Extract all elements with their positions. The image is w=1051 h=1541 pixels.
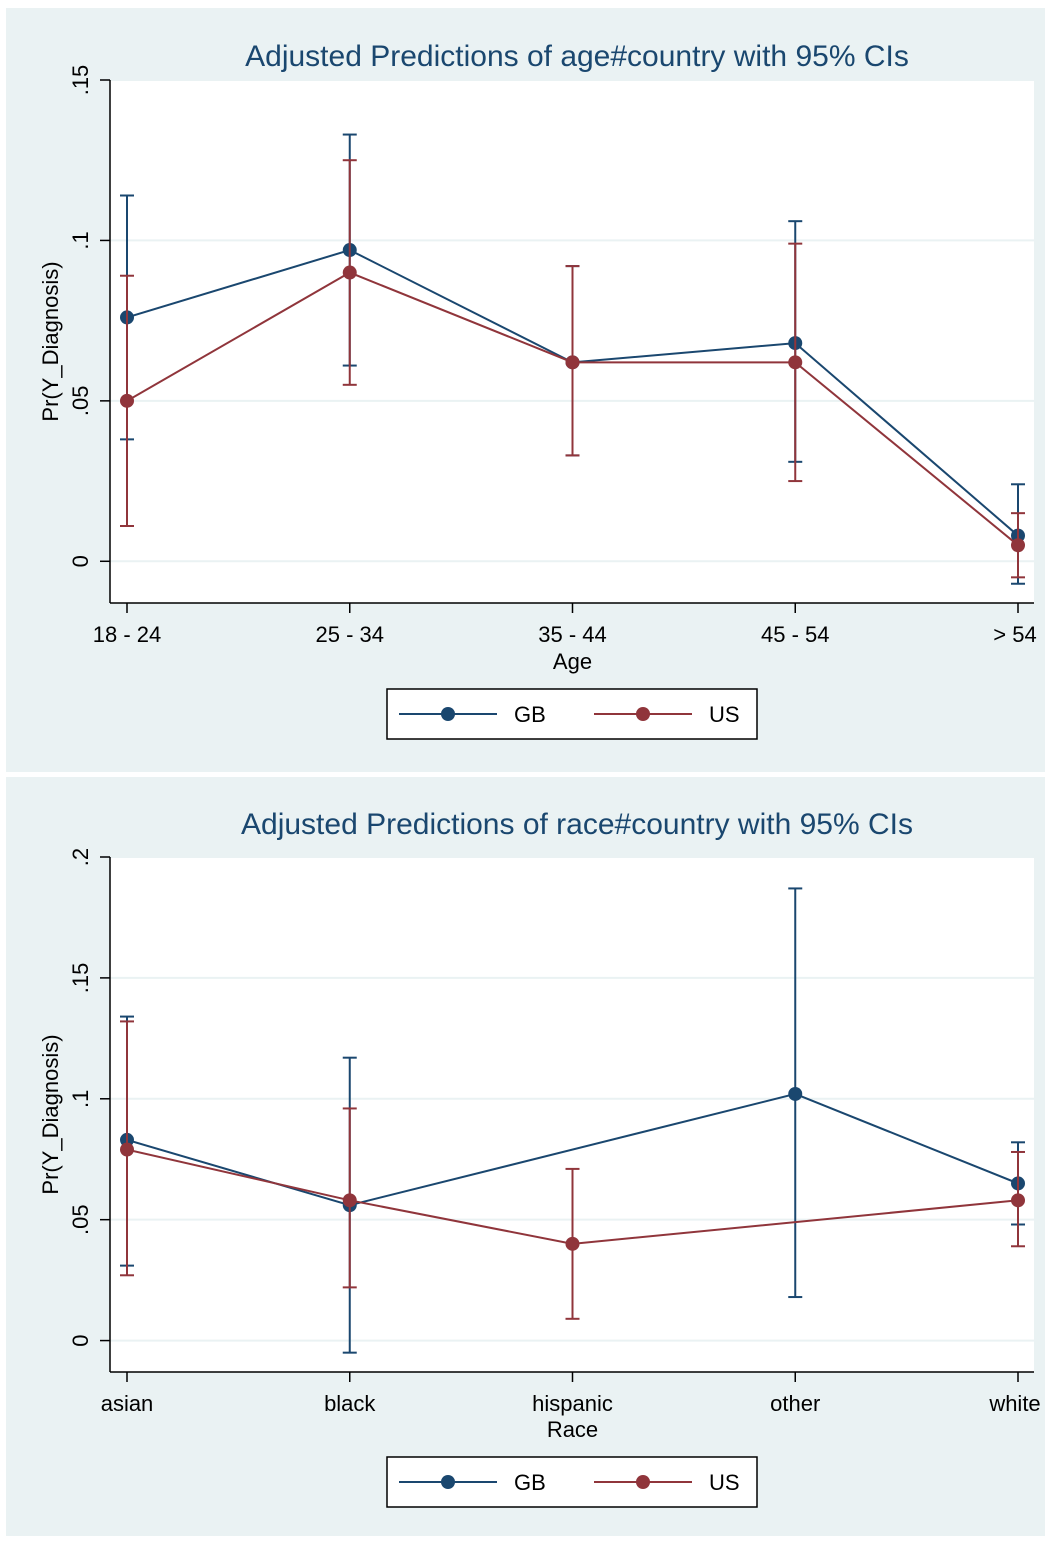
legend-label-GB: GB <box>514 702 546 727</box>
y-tick-label: .05 <box>68 386 93 417</box>
x-tick-label: hispanic <box>532 1391 613 1416</box>
chart-age-svg: Adjusted Predictions of age#country with… <box>38 40 1037 740</box>
x-tick-label: 35 - 44 <box>538 622 607 647</box>
data-point-US <box>342 1193 357 1208</box>
y-tick-label: 0 <box>68 1334 93 1346</box>
x-tick-label: 45 - 54 <box>761 622 830 647</box>
chart-race-svg: Adjusted Predictions of race#country wit… <box>38 808 1041 1508</box>
x-tick-label: > 54 <box>993 622 1036 647</box>
y-tick-label: .05 <box>68 1204 93 1235</box>
series-line-GB <box>126 1092 1019 1207</box>
x-tick-label: 25 - 34 <box>316 622 385 647</box>
data-point-US <box>120 393 134 408</box>
x-tick-label: asian <box>101 1391 154 1416</box>
y-tick-label: .15 <box>68 963 93 994</box>
chart-title: Adjusted Predictions of race#country wit… <box>241 808 913 841</box>
legend-marker-GB <box>441 707 455 721</box>
data-point-GB <box>788 1086 803 1101</box>
series-line-US <box>126 1148 1019 1245</box>
x-tick-label: black <box>324 1391 376 1416</box>
y-tick-label: .2 <box>68 848 93 866</box>
x-tick-label: 18 - 24 <box>93 622 162 647</box>
data-point-US <box>565 355 580 370</box>
data-point-US <box>788 355 803 370</box>
y-tick-label: .15 <box>68 65 93 96</box>
chart-panel-race: Adjusted Predictions of race#country wit… <box>6 777 1045 1536</box>
data-point-US <box>1011 538 1025 553</box>
x-tick-label: other <box>770 1391 820 1416</box>
y-tick-label: .1 <box>68 1090 93 1108</box>
legend: GB US <box>386 1456 758 1508</box>
legend: GB US <box>386 688 758 740</box>
x-axis-label: Age <box>553 649 592 674</box>
chart-title: Adjusted Predictions of age#country with… <box>245 40 909 73</box>
legend-marker-US <box>636 1475 650 1489</box>
data-point-US <box>565 1236 580 1251</box>
legend-label-GB: GB <box>514 1470 546 1495</box>
y-tick-label: .1 <box>68 231 93 249</box>
legend-label-US: US <box>709 702 740 727</box>
y-axis-label: Pr(Y_Diagnosis) <box>38 1034 63 1194</box>
legend-label-US: US <box>709 1470 740 1495</box>
x-axis-label: Race <box>547 1417 598 1442</box>
y-axis-label: Pr(Y_Diagnosis) <box>38 261 63 421</box>
y-tick-label: 0 <box>68 555 93 567</box>
legend-marker-US <box>636 707 650 721</box>
chart-panel-age: Adjusted Predictions of age#country with… <box>6 8 1045 772</box>
x-tick-label: white <box>988 1391 1040 1416</box>
legend-marker-GB <box>441 1475 455 1489</box>
data-point-US <box>120 1142 134 1157</box>
data-point-US <box>1011 1193 1025 1208</box>
data-point-US <box>342 265 357 280</box>
